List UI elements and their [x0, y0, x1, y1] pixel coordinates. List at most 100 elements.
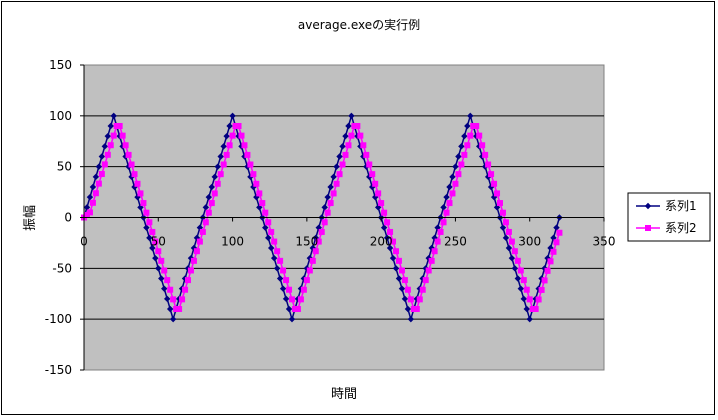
series-2-point: [431, 248, 438, 255]
series-2-point: [241, 142, 248, 149]
series-1-point: [330, 173, 337, 181]
series-2-point: [259, 200, 266, 207]
series-1-point: [440, 204, 447, 211]
series-1-point: [134, 193, 141, 201]
series-1-point: [502, 234, 510, 242]
series-2-point: [262, 209, 269, 216]
series-2-point: [312, 248, 319, 255]
series-1-point: [131, 183, 138, 191]
series-2-point: [520, 277, 527, 284]
series-2-point: [107, 142, 114, 149]
series-2-point: [250, 171, 257, 178]
series-2-point: [369, 171, 376, 178]
series-2-point: [505, 228, 512, 235]
legend-marker-1: [644, 202, 652, 210]
series-2-point: [491, 180, 498, 187]
series-1-point: [523, 305, 530, 313]
series-2-point: [437, 228, 444, 235]
series-2-point: [280, 267, 287, 274]
series-1-point: [446, 183, 453, 191]
series-2-point: [324, 209, 331, 216]
series-2-point: [306, 267, 313, 274]
series-2-point: [315, 238, 322, 245]
series-1-point: [98, 153, 106, 160]
series-1-point: [461, 132, 468, 140]
series-2-point: [185, 277, 191, 284]
legend-label-1: 系列1: [665, 199, 697, 213]
series-2-point: [404, 286, 411, 293]
series-1-point: [205, 193, 212, 201]
series-1-point: [449, 173, 456, 181]
series-1-point: [401, 295, 409, 303]
series-2-point: [532, 306, 539, 312]
series-2-point: [526, 296, 533, 303]
series-2-point: [170, 296, 177, 303]
series-2-point: [211, 190, 218, 197]
series-2-point: [455, 171, 462, 178]
series-2-point: [467, 132, 474, 139]
series-2-point: [140, 200, 147, 207]
series-2-point: [303, 277, 310, 284]
series-2-point: [149, 228, 156, 235]
series-2-point: [419, 286, 426, 293]
series-1-point: [217, 153, 224, 160]
series-1-point: [333, 163, 340, 170]
series-2: [81, 123, 563, 312]
series-1-point: [279, 285, 287, 292]
series-2-point: [366, 161, 373, 168]
series-2-point: [476, 132, 483, 139]
series-2-point: [137, 190, 144, 197]
series-2-point: [511, 248, 518, 255]
series-2-point: [202, 219, 209, 226]
series-1-point: [339, 143, 346, 150]
series-2-point: [357, 132, 364, 139]
series-1-point: [455, 153, 462, 160]
series-2-point: [134, 180, 141, 187]
tick-labels: 150 100 50 0 -50 -100 -150 0 50 100 150 200 250 300 35…: [45, 58, 616, 377]
series-2-point: [256, 190, 263, 197]
series-2-point: [294, 306, 301, 312]
series-2-point: [271, 238, 278, 245]
y-tick-label: -100: [45, 312, 72, 326]
series-2-point: [488, 171, 495, 178]
series-2-point: [413, 306, 420, 312]
series-1-point: [383, 234, 391, 242]
y-tick-label: 150: [49, 58, 72, 72]
series-2-point: [190, 257, 197, 264]
chart-title: average.exeの実行例: [298, 17, 420, 32]
series-2-point: [375, 190, 382, 197]
series-2-point: [508, 238, 515, 245]
series-2-point: [247, 161, 254, 168]
y-tick-label: 50: [57, 160, 72, 174]
series-2-point: [497, 200, 503, 207]
series-1-point: [514, 275, 522, 282]
series-1-point: [443, 193, 450, 201]
series-1-point: [107, 122, 114, 130]
series-1-point: [86, 193, 94, 201]
series-2-point: [101, 161, 108, 168]
series-1-point: [517, 285, 524, 292]
series-2-point: [348, 132, 355, 139]
y-tick-label: 0: [64, 211, 72, 225]
series-2-point: [553, 239, 560, 246]
series-2-point: [235, 123, 242, 129]
series-1-point: [309, 244, 316, 252]
series-1-point: [398, 285, 406, 292]
series-1-point: [404, 305, 412, 313]
series-1-point: [164, 295, 171, 303]
series-2-point: [544, 267, 551, 274]
series-1-point: [265, 234, 272, 242]
series-2-point: [161, 267, 168, 274]
series-2-point: [354, 123, 361, 129]
series-2-point: [446, 200, 453, 207]
series-2-point: [449, 190, 456, 197]
series-1-point: [158, 275, 165, 282]
series-1-point: [214, 163, 221, 170]
series-1-point: [327, 183, 334, 191]
series-2-point: [119, 132, 126, 139]
series-1-point: [152, 254, 159, 262]
series-1-point: [104, 132, 111, 140]
series-2-point: [390, 238, 397, 245]
series-1-point: [526, 315, 533, 323]
